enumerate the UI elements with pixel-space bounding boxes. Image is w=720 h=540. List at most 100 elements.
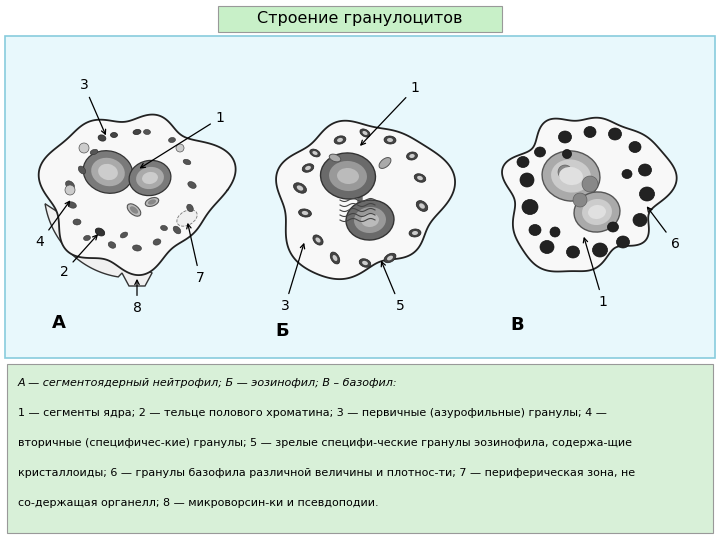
Ellipse shape xyxy=(616,236,629,248)
Ellipse shape xyxy=(419,203,425,208)
Ellipse shape xyxy=(329,161,367,191)
Ellipse shape xyxy=(551,159,591,193)
Text: А: А xyxy=(52,314,66,332)
Polygon shape xyxy=(126,169,136,181)
Ellipse shape xyxy=(297,185,303,191)
Polygon shape xyxy=(39,114,235,275)
Ellipse shape xyxy=(78,166,86,174)
Ellipse shape xyxy=(174,226,181,234)
Ellipse shape xyxy=(384,253,396,263)
Ellipse shape xyxy=(629,141,641,152)
Ellipse shape xyxy=(91,158,125,186)
Circle shape xyxy=(573,193,587,207)
Ellipse shape xyxy=(337,168,359,184)
Text: 3: 3 xyxy=(80,78,106,134)
Ellipse shape xyxy=(360,129,370,137)
Ellipse shape xyxy=(337,138,343,142)
Ellipse shape xyxy=(582,199,612,225)
Ellipse shape xyxy=(90,149,98,155)
Ellipse shape xyxy=(361,213,379,227)
Ellipse shape xyxy=(310,149,320,157)
Ellipse shape xyxy=(559,131,572,143)
Text: 1: 1 xyxy=(361,81,420,145)
Ellipse shape xyxy=(584,126,596,138)
Ellipse shape xyxy=(330,252,340,264)
Ellipse shape xyxy=(333,255,338,261)
Text: 1 — сегменты ядра; 2 — тельце полового хроматина; 3 — первичные (азурофильные) г: 1 — сегменты ядра; 2 — тельце полового х… xyxy=(18,408,607,418)
Ellipse shape xyxy=(136,167,164,189)
Ellipse shape xyxy=(608,128,621,140)
Text: 7: 7 xyxy=(186,224,204,285)
Circle shape xyxy=(558,165,572,179)
Ellipse shape xyxy=(294,183,307,193)
Text: 6: 6 xyxy=(647,207,680,251)
Ellipse shape xyxy=(334,136,346,144)
Text: В: В xyxy=(510,316,523,334)
Ellipse shape xyxy=(362,131,367,135)
Ellipse shape xyxy=(414,174,426,183)
Ellipse shape xyxy=(593,243,608,257)
Polygon shape xyxy=(358,184,362,214)
Ellipse shape xyxy=(95,228,104,236)
Ellipse shape xyxy=(384,136,396,144)
Polygon shape xyxy=(583,185,589,207)
Ellipse shape xyxy=(142,172,158,184)
Text: со-держащая органелл; 8 — микроворсин-ки и псевдоподии.: со-держащая органелл; 8 — микроворсин-ки… xyxy=(18,498,379,508)
Ellipse shape xyxy=(379,158,391,168)
Bar xyxy=(5,36,715,358)
Ellipse shape xyxy=(320,153,375,199)
Ellipse shape xyxy=(559,167,583,185)
Ellipse shape xyxy=(329,154,341,162)
Ellipse shape xyxy=(567,246,580,258)
Ellipse shape xyxy=(417,176,423,180)
Ellipse shape xyxy=(302,211,308,215)
Ellipse shape xyxy=(110,132,117,138)
Ellipse shape xyxy=(562,150,572,159)
Ellipse shape xyxy=(574,192,620,232)
Circle shape xyxy=(79,143,89,153)
Ellipse shape xyxy=(608,222,618,232)
Ellipse shape xyxy=(130,206,138,214)
Ellipse shape xyxy=(148,199,156,205)
Ellipse shape xyxy=(633,213,647,226)
Ellipse shape xyxy=(522,199,538,214)
Ellipse shape xyxy=(354,207,386,233)
Ellipse shape xyxy=(145,198,158,206)
Ellipse shape xyxy=(622,170,632,179)
Ellipse shape xyxy=(346,200,394,240)
Text: 1: 1 xyxy=(140,111,225,168)
Ellipse shape xyxy=(132,245,141,251)
Text: 8: 8 xyxy=(132,280,141,315)
Ellipse shape xyxy=(98,164,118,180)
Ellipse shape xyxy=(313,235,323,245)
Ellipse shape xyxy=(98,135,106,141)
Circle shape xyxy=(582,176,598,192)
Ellipse shape xyxy=(302,164,314,172)
Ellipse shape xyxy=(412,231,418,235)
Circle shape xyxy=(176,144,184,152)
Ellipse shape xyxy=(542,151,600,201)
Ellipse shape xyxy=(529,225,541,235)
Text: вторичные (специфичес-кие) гранулы; 5 — зрелые специфи-ческие гранулы эозинофила: вторичные (специфичес-кие) гранулы; 5 — … xyxy=(18,438,632,448)
Ellipse shape xyxy=(305,166,311,170)
Ellipse shape xyxy=(127,204,141,216)
Ellipse shape xyxy=(133,130,141,134)
FancyBboxPatch shape xyxy=(218,6,502,32)
Ellipse shape xyxy=(161,225,168,231)
Text: кристаллоиды; 6 — гранулы базофила различной величины и плотнос-ти; 7 — перифери: кристаллоиды; 6 — гранулы базофила разли… xyxy=(18,468,635,478)
Polygon shape xyxy=(45,204,152,286)
Ellipse shape xyxy=(153,239,161,245)
Text: Строение гранулоцитов: Строение гранулоцитов xyxy=(257,11,463,26)
Text: Б: Б xyxy=(275,322,289,340)
Ellipse shape xyxy=(315,238,320,242)
Ellipse shape xyxy=(143,130,150,134)
Ellipse shape xyxy=(129,160,171,195)
Ellipse shape xyxy=(534,147,546,157)
Text: 1: 1 xyxy=(583,238,608,309)
Ellipse shape xyxy=(409,229,421,237)
Ellipse shape xyxy=(639,164,652,176)
Ellipse shape xyxy=(362,261,368,265)
Ellipse shape xyxy=(66,181,74,189)
Polygon shape xyxy=(502,118,677,272)
Text: 4: 4 xyxy=(35,201,70,249)
